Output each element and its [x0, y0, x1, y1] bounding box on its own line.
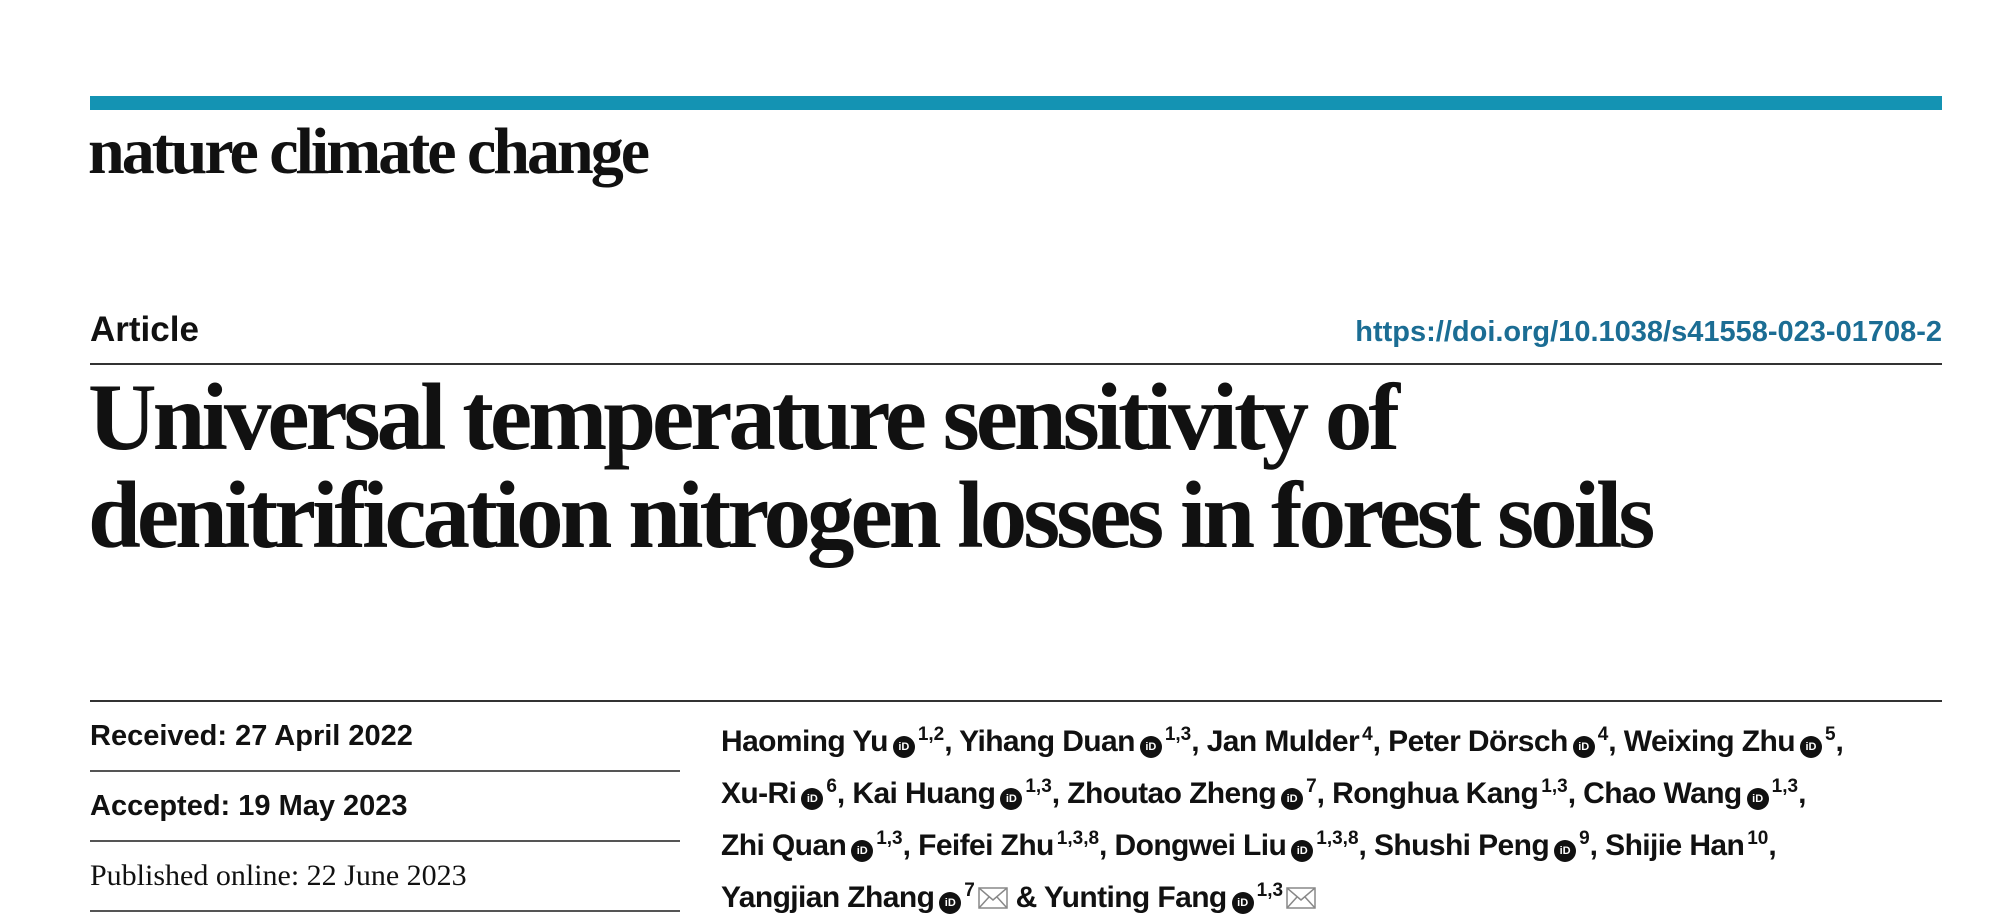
- author-item: Kai Huang iD1,3: [852, 776, 1052, 810]
- author-separator: ,: [1358, 829, 1374, 862]
- author-item: Yihang Duan iD1,3: [959, 724, 1192, 758]
- author-item: Yangjian Zhang iD7: [721, 880, 1008, 914]
- author-item: Feifei Zhu 1,3,8: [918, 828, 1100, 862]
- affiliation-marker: 1,3,8: [1316, 828, 1359, 849]
- journal-name: nature climate change: [88, 115, 650, 188]
- author-name[interactable]: Shushi Peng: [1374, 829, 1550, 862]
- author-separator: ,: [1835, 725, 1844, 758]
- author-item: Zhoutao Zheng iD7: [1067, 776, 1317, 810]
- affiliation-marker: 4: [1597, 724, 1609, 745]
- author-separator: ,: [1051, 777, 1068, 810]
- author-item: Zhi Quan iD1,3: [721, 828, 903, 862]
- author-separator: ,: [1589, 829, 1606, 862]
- author-name[interactable]: Peter Dörsch: [1388, 725, 1568, 758]
- dates-panel: Received: 27 April 2022 Accepted: 19 May…: [90, 702, 680, 912]
- author-name[interactable]: Zhoutao Zheng: [1067, 777, 1277, 810]
- doi-link[interactable]: https://doi.org/10.1038/s41558-023-01708…: [1355, 316, 1942, 348]
- author-name[interactable]: Feifei Zhu: [918, 829, 1054, 862]
- orcid-icon[interactable]: iD: [1554, 840, 1577, 862]
- author-name[interactable]: Jan Mulder: [1206, 725, 1360, 758]
- mail-icon[interactable]: [978, 887, 1008, 909]
- author-name[interactable]: Kai Huang: [852, 777, 996, 810]
- author-list: Haoming Yu iD1,2, Yihang Duan iD1,3, Jan M…: [721, 712, 1951, 920]
- author-separator: ,: [1798, 777, 1806, 810]
- orcid-icon[interactable]: iD: [1139, 736, 1162, 758]
- author-separator: &: [1007, 881, 1044, 914]
- affiliation-marker: 5: [1824, 724, 1836, 745]
- affiliation-marker: 9: [1579, 828, 1590, 849]
- author-name[interactable]: Zhi Quan: [721, 829, 847, 862]
- author-item: Dongwei Liu iD1,3,8: [1114, 828, 1359, 862]
- orcid-icon[interactable]: iD: [1799, 736, 1822, 758]
- affiliation-marker: 1,3: [876, 828, 903, 849]
- author-separator: ,: [1316, 777, 1333, 810]
- author-separator: ,: [1768, 829, 1777, 862]
- author-name[interactable]: Chao Wang: [1583, 777, 1742, 810]
- author-item: Chao Wang iD1,3: [1583, 776, 1799, 810]
- author-item: Xu-Ri iD6: [721, 776, 837, 810]
- author-separator: ,: [902, 829, 919, 862]
- author-name[interactable]: Yangjian Zhang: [721, 881, 935, 914]
- author-item: Shijie Han 10: [1605, 828, 1769, 862]
- affiliation-marker: 1,3: [1256, 880, 1284, 901]
- affiliation-marker: 1,3: [1164, 724, 1192, 745]
- orcid-icon[interactable]: iD: [1746, 788, 1769, 810]
- title-divider: [90, 363, 1942, 365]
- received-date: Received: 27 April 2022: [90, 702, 680, 772]
- author-separator: ,: [1099, 829, 1115, 862]
- title-line-1: Universal temperature sensitivity of: [88, 364, 1400, 470]
- affiliation-marker: 1,3,8: [1056, 828, 1100, 849]
- author-item: Haoming Yu iD1,2: [721, 724, 945, 758]
- title-line-2: denitrification nitrogen losses in fores…: [88, 462, 1655, 568]
- author-item: Ronghua Kang 1,3: [1332, 776, 1568, 810]
- author-separator: ,: [1372, 725, 1389, 758]
- author-separator: ,: [944, 725, 960, 758]
- orcid-icon[interactable]: iD: [1291, 840, 1314, 862]
- affiliation-marker: 4: [1362, 724, 1373, 745]
- affiliation-marker: 6: [826, 776, 837, 797]
- author-name[interactable]: Yihang Duan: [959, 725, 1135, 758]
- orcid-icon[interactable]: iD: [1572, 736, 1595, 758]
- author-name[interactable]: Ronghua Kang: [1332, 777, 1539, 810]
- author-item: Jan Mulder 4: [1206, 724, 1373, 758]
- published-date: Published online: 22 June 2023: [90, 842, 680, 912]
- affiliation-marker: 10: [1747, 828, 1769, 849]
- orcid-icon[interactable]: iD: [892, 736, 915, 758]
- mail-icon[interactable]: [1286, 887, 1316, 909]
- affiliation-marker: 7: [964, 880, 975, 901]
- author-separator: ,: [836, 777, 853, 810]
- affiliation-marker: 1,3: [1541, 776, 1568, 797]
- affiliation-marker: 1,3: [1771, 776, 1799, 797]
- orcid-icon[interactable]: iD: [801, 788, 824, 810]
- author-separator: ,: [1567, 777, 1584, 810]
- article-type: Article: [90, 310, 199, 349]
- article-title: Universal temperature sensitivity of den…: [88, 368, 1948, 564]
- journal-accent-bar: [90, 96, 1942, 110]
- author-name[interactable]: Haoming Yu: [721, 725, 888, 758]
- author-separator: ,: [1608, 725, 1624, 758]
- orcid-icon[interactable]: iD: [1000, 788, 1023, 810]
- orcid-icon[interactable]: iD: [1281, 788, 1304, 810]
- author-name[interactable]: Xu-Ri: [721, 777, 797, 810]
- affiliation-marker: 1,3: [1025, 776, 1052, 797]
- accepted-date: Accepted: 19 May 2023: [90, 772, 680, 842]
- orcid-icon[interactable]: iD: [939, 892, 962, 914]
- orcid-icon[interactable]: iD: [851, 840, 874, 862]
- orcid-icon[interactable]: iD: [1231, 892, 1254, 914]
- metadata-divider: [90, 700, 1942, 702]
- author-item: Yunting Fang iD1,3: [1043, 880, 1316, 914]
- author-name[interactable]: Dongwei Liu: [1114, 829, 1287, 862]
- author-name[interactable]: Shijie Han: [1605, 829, 1745, 862]
- author-item: Weixing Zhu iD5: [1623, 724, 1836, 758]
- author-item: Shushi Peng iD9: [1374, 828, 1590, 862]
- author-name[interactable]: Weixing Zhu: [1623, 725, 1796, 758]
- author-item: Peter Dörsch iD4: [1388, 724, 1609, 758]
- author-separator: ,: [1191, 725, 1207, 758]
- affiliation-marker: 1,2: [917, 724, 945, 745]
- author-name[interactable]: Yunting Fang: [1043, 881, 1227, 914]
- affiliation-marker: 7: [1306, 776, 1317, 797]
